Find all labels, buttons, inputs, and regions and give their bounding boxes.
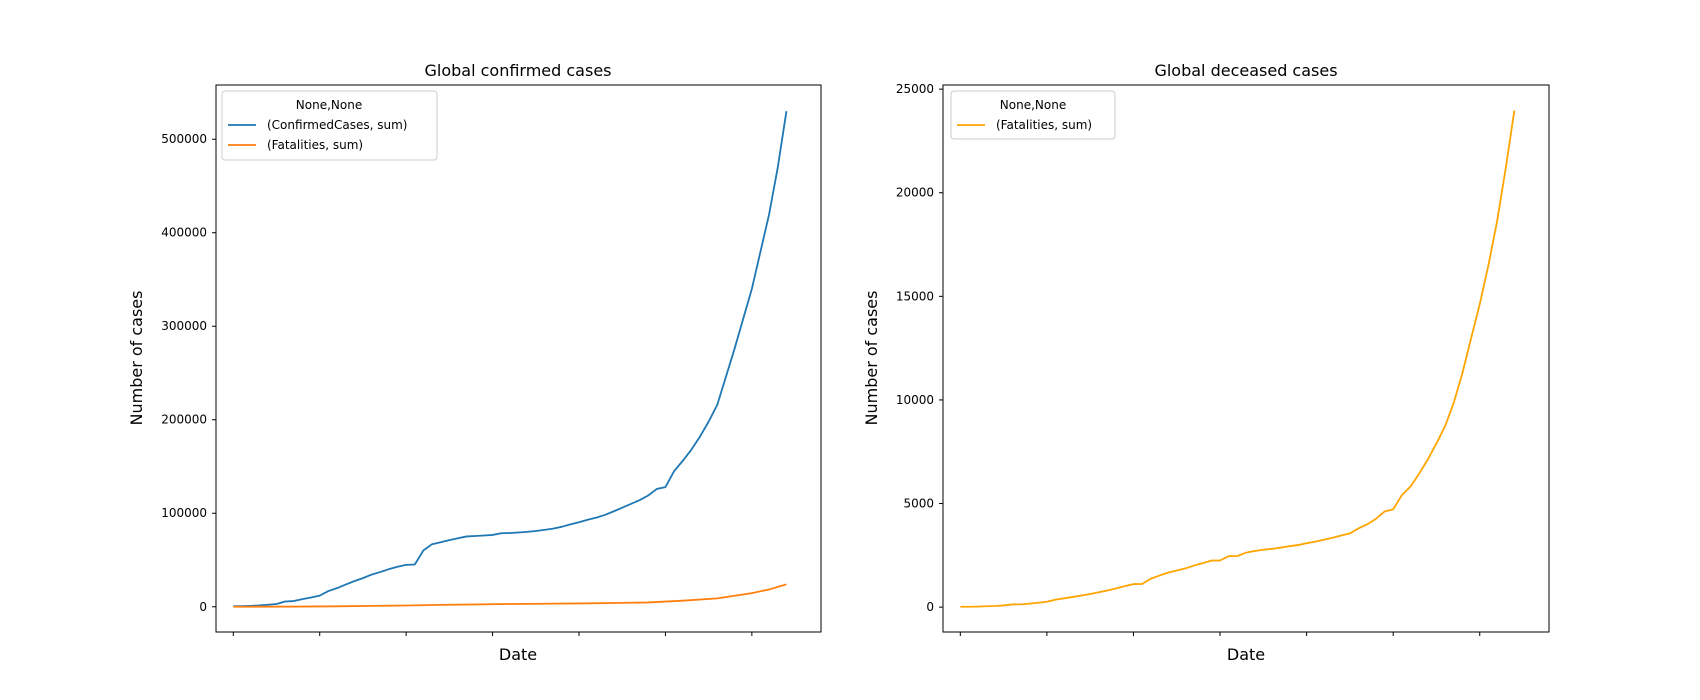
chart-confirmed: Global confirmed cases 0 100000 200000 3000…: [127, 61, 822, 664]
y-tick-label: 100000: [161, 506, 207, 520]
legend-label-confirmed: (ConfirmedCases, sum): [267, 118, 407, 132]
legend-title: None,None: [1000, 98, 1066, 112]
y-axis-label: Number of cases: [862, 291, 881, 426]
y-axis-label: Number of cases: [127, 291, 146, 426]
y-tick-label: 15000: [896, 289, 934, 303]
legend-deceased: None,None (Fatalities, sum): [950, 90, 1116, 140]
legend-title: None,None: [296, 98, 362, 112]
y-tick-label: 300000: [161, 319, 207, 333]
y-axis-ticks: 0 5000 10000 15000 20000 25000: [896, 82, 943, 614]
plot-area-deceased: [942, 84, 1550, 633]
y-tick-label: 5000: [903, 497, 934, 511]
series-line-0: [960, 110, 1516, 608]
chart-title: Global deceased cases: [1154, 61, 1337, 80]
plot-frame: [942, 84, 1550, 633]
plot-area-confirmed: [215, 84, 822, 633]
legend-box: [950, 90, 1116, 140]
x-axis-label: Date: [499, 645, 537, 664]
y-tick-label: 200000: [161, 413, 207, 427]
series-group: [233, 111, 788, 608]
x-axis-ticks: [232, 632, 753, 636]
legend-label-fatalities: (Fatalities, sum): [267, 138, 363, 152]
legend-confirmed: None,None (ConfirmedCases, sum) (Fatalit…: [221, 90, 438, 161]
series-line-1: [233, 583, 787, 608]
series-line-0: [233, 111, 788, 608]
y-tick-label: 0: [926, 600, 934, 614]
series-group: [960, 110, 1516, 608]
chart-title: Global confirmed cases: [424, 61, 611, 80]
y-tick-label: 25000: [896, 82, 934, 96]
y-tick-label: 10000: [896, 393, 934, 407]
y-axis-ticks: 0 100000 200000 300000 400000 500000: [161, 132, 216, 614]
y-tick-label: 400000: [161, 226, 207, 240]
chart-deceased: Global deceased cases 0 5000 10000 15000 200…: [862, 61, 1550, 664]
y-tick-label: 0: [199, 600, 207, 614]
x-axis-ticks: [959, 632, 1481, 636]
y-tick-label: 20000: [896, 186, 934, 200]
x-axis-label: Date: [1227, 645, 1265, 664]
y-tick-label: 500000: [161, 132, 207, 146]
plot-frame: [215, 84, 822, 633]
legend-label-fatalities: (Fatalities, sum): [996, 118, 1092, 132]
legend-box: [221, 90, 438, 161]
